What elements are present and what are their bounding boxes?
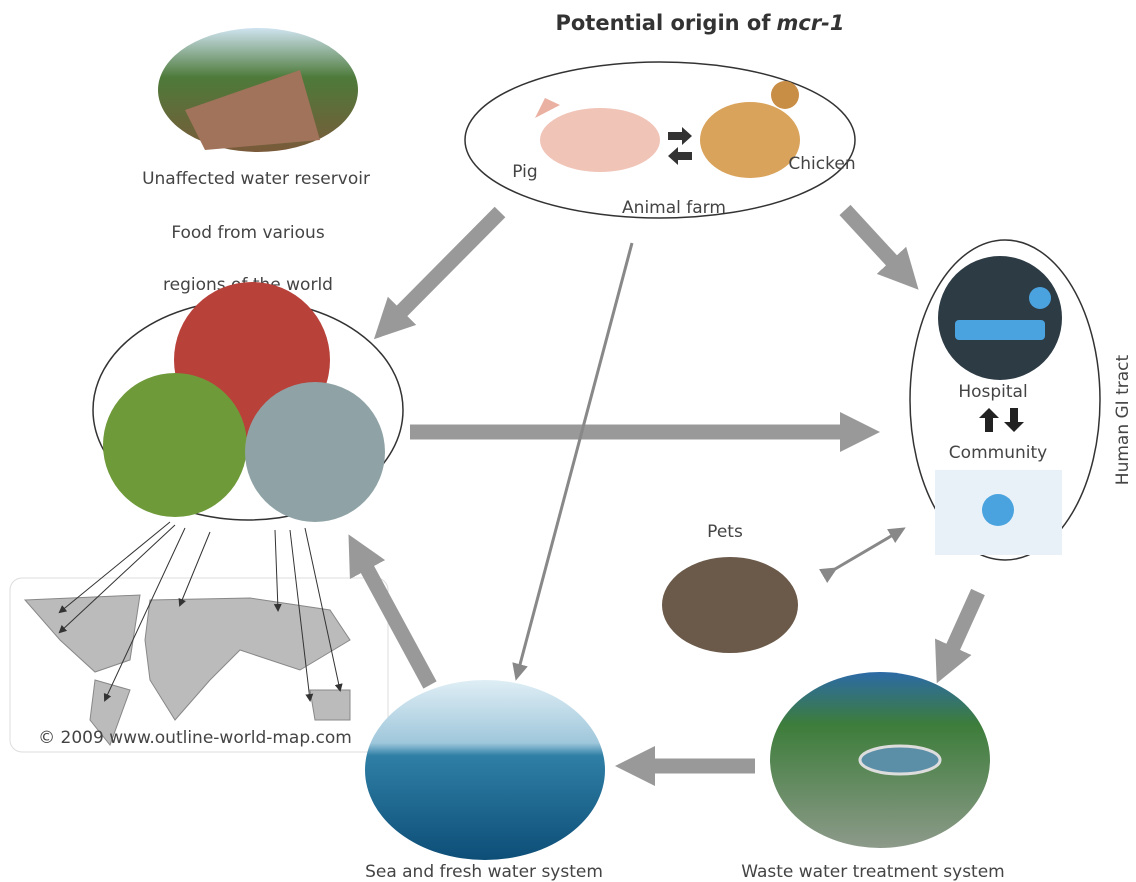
fish-image [245, 382, 385, 522]
map-credit: © 2009 www.outline-world-map.com [38, 728, 352, 748]
pets-image [662, 557, 798, 653]
food-label: Food from various [171, 223, 325, 243]
title-gene: mcr-1 [777, 11, 845, 35]
hospital-icon [938, 256, 1062, 380]
community-label: Community [949, 443, 1047, 463]
vegetables-image [103, 373, 247, 517]
pig-image [540, 108, 660, 172]
title-text: Potential origin of [555, 11, 771, 35]
gi-label: Human GI tract [1113, 354, 1133, 485]
community-globe [982, 494, 1014, 526]
chicken-image [700, 102, 800, 178]
farm-label: Animal farm [622, 198, 726, 218]
waste-label: Waste water treatment system [741, 862, 1005, 882]
reservoir-label: Unaffected water reservoir [142, 169, 370, 189]
diagram: Potential origin ofmcr-1 Unaffected wate… [0, 0, 1136, 882]
hospital-bed [955, 320, 1045, 340]
sea-label: Sea and fresh water system [365, 862, 603, 882]
chicken-label: Chicken [788, 154, 855, 174]
pets-label: Pets [707, 522, 743, 542]
sea-image [365, 680, 605, 860]
pig-label: Pig [512, 162, 537, 182]
waste-tank [860, 746, 940, 774]
hospital-label: Hospital [958, 382, 1027, 402]
hospital-patient [1029, 287, 1051, 309]
chicken-head [771, 81, 799, 109]
